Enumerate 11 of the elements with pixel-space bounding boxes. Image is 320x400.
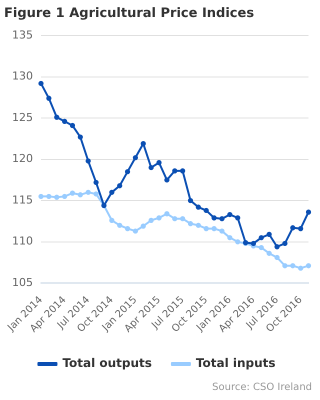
y-tick-label: 110	[12, 234, 33, 248]
y-tick-label: 130	[12, 70, 33, 83]
y-tick-label: 115	[12, 193, 33, 206]
y-tick-label: 105	[12, 276, 33, 289]
y-tick-label: 135	[12, 28, 33, 42]
chart-title: Figure 1 Agricultural Price Indices	[4, 6, 254, 22]
y-tick-label: 125	[12, 110, 33, 124]
legend-label: Total outputs	[62, 356, 152, 370]
source-note: Source: CSO Ireland	[212, 382, 312, 393]
legend-label: Total inputs	[196, 356, 276, 370]
y-tick-label: 120	[12, 152, 33, 166]
